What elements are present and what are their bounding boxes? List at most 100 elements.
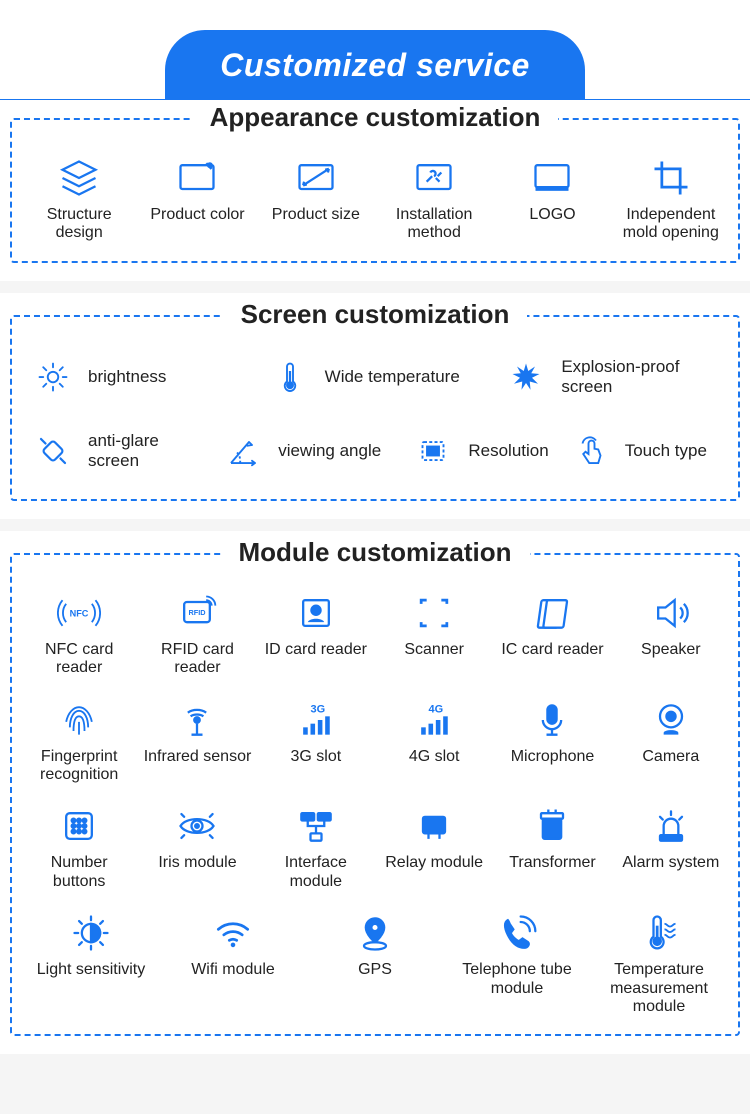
label: Relay module — [385, 854, 483, 872]
svg-text:NFC: NFC — [70, 608, 89, 618]
label: RFID card reader — [142, 641, 252, 678]
item-alarm: Alarm system — [614, 798, 728, 897]
banner-title: Customized service — [220, 47, 530, 84]
item-infrared: Infrared sensor — [140, 692, 254, 791]
svg-text:4G: 4G — [429, 703, 444, 715]
banner-tab: Customized service — [165, 30, 585, 100]
eye-icon — [172, 804, 222, 848]
label: Product size — [272, 206, 360, 224]
ic-card-icon — [527, 591, 577, 635]
svg-text:RFID: RFID — [189, 608, 206, 617]
layers-icon — [54, 156, 104, 200]
sun-icon — [28, 355, 78, 399]
item-scanner: Scanner — [377, 585, 491, 684]
label: GPS — [358, 961, 392, 979]
item-mold-opening: Independent mold opening — [614, 150, 728, 249]
label: Infrared sensor — [144, 748, 252, 766]
label: Touch type — [625, 441, 707, 461]
palette-monitor-icon — [172, 156, 222, 200]
wifi-icon — [208, 911, 258, 955]
label: Structure design — [24, 206, 134, 243]
module-grid-2: Light sensitivity Wifi module GPS Teleph… — [22, 905, 728, 1022]
label: Fingerprint recognition — [24, 748, 134, 785]
screen-row-1: brightness Wide temperature Explosion-pr… — [22, 347, 728, 407]
label: Number buttons — [24, 854, 134, 891]
monitor-icon — [527, 156, 577, 200]
signal-4g-icon: 4G — [409, 698, 459, 742]
item-4g: 4G 4G slot — [377, 692, 491, 791]
scanner-icon — [409, 591, 459, 635]
item-gps: GPS — [306, 905, 444, 1022]
item-speaker: Speaker — [614, 585, 728, 684]
label: viewing angle — [278, 441, 381, 461]
label: NFC card reader — [24, 641, 134, 678]
item-camera: Camera — [614, 692, 728, 791]
screen-title: Screen customization — [223, 299, 528, 330]
item-3g: 3G 3G slot — [259, 692, 373, 791]
label: Explosion-proof screen — [561, 357, 722, 396]
section-screen: Screen customization brightness Wide tem… — [0, 293, 750, 519]
item-microphone: Microphone — [495, 692, 609, 791]
thermometer-waves-icon — [634, 911, 684, 955]
label: Scanner — [404, 641, 464, 659]
label: Interface module — [261, 854, 371, 891]
item-light-sensitivity: Light sensitivity — [22, 905, 160, 1022]
label: Camera — [642, 748, 699, 766]
crop-icon — [646, 156, 696, 200]
label: 3G slot — [290, 748, 341, 766]
appearance-grid: Structure design Product color Product s… — [22, 150, 728, 249]
item-wifi: Wifi module — [164, 905, 302, 1022]
label: Alarm system — [622, 854, 719, 872]
label: Independent mold opening — [616, 206, 726, 243]
label: Microphone — [511, 748, 595, 766]
chip-icon — [408, 429, 458, 473]
label: Light sensitivity — [37, 961, 146, 979]
relay-icon — [409, 804, 459, 848]
item-nfc: NFC NFC card reader — [22, 585, 136, 684]
banner: Customized service — [0, 0, 750, 100]
item-transformer: Transformer — [495, 798, 609, 897]
fingerprint-icon — [54, 698, 104, 742]
label: Resolution — [468, 441, 548, 461]
label: Iris module — [158, 854, 236, 872]
burst-icon — [501, 355, 551, 399]
label: LOGO — [529, 206, 575, 224]
ports-icon — [291, 804, 341, 848]
tools-monitor-icon — [409, 156, 459, 200]
item-number-buttons: Number buttons — [22, 798, 136, 897]
appearance-title: Appearance customization — [192, 102, 559, 133]
angle-icon — [218, 429, 268, 473]
label: ID card reader — [265, 641, 367, 659]
item-iris: Iris module — [140, 798, 254, 897]
item-fingerprint: Fingerprint recognition — [22, 692, 136, 791]
item-product-size: Product size — [259, 150, 373, 249]
item-logo: LOGO — [495, 150, 609, 249]
item-ic-card: IC card reader — [495, 585, 609, 684]
item-telephone: Telephone tube module — [448, 905, 586, 1022]
phone-icon — [492, 911, 542, 955]
item-temperature: Temperature measurement module — [590, 905, 728, 1022]
label: Wide temperature — [325, 367, 460, 387]
screen-row-2: anti-glare screen viewing angle Resoluti… — [22, 421, 728, 481]
section-module: Module customization NFC NFC card reader… — [0, 531, 750, 1055]
touch-icon — [565, 429, 615, 473]
label: Temperature measurement module — [592, 961, 726, 1016]
thermometer-icon — [265, 355, 315, 399]
webcam-icon — [646, 698, 696, 742]
label: Product color — [150, 206, 244, 224]
speaker-icon — [646, 591, 696, 635]
label: Installation method — [379, 206, 489, 243]
label: Speaker — [641, 641, 701, 659]
item-id-card: ID card reader — [259, 585, 373, 684]
module-grid-1: NFC NFC card reader RFID RFID card reade… — [22, 585, 728, 897]
item-rfid: RFID RFID card reader — [140, 585, 254, 684]
alarm-icon — [646, 804, 696, 848]
transformer-icon — [527, 804, 577, 848]
label: anti-glare screen — [88, 431, 202, 470]
item-viewing-angle: viewing angle — [212, 421, 398, 481]
item-installation-method: Installation method — [377, 150, 491, 249]
item-interface: Interface module — [259, 798, 373, 897]
microphone-icon — [527, 698, 577, 742]
item-structure-design: Structure design — [22, 150, 136, 249]
shine-icon — [28, 429, 78, 473]
